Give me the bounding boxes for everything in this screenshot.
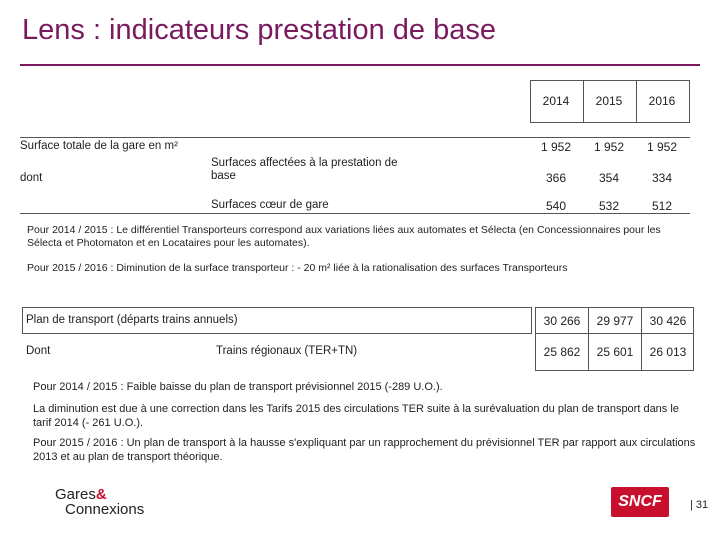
year-2015: 2015: [595, 94, 623, 108]
year-2016: 2016: [648, 94, 676, 108]
row1-2015: 354: [598, 171, 620, 185]
row2-2014: 540: [545, 199, 567, 213]
values-box: [535, 307, 694, 371]
dont-label-2: Dont: [26, 345, 51, 357]
dont-label: dont: [20, 172, 43, 184]
ter-2016: 26 013: [649, 345, 687, 359]
total-surface-label: Surface totale de la gare en m²: [20, 140, 178, 152]
note-2014-2015-surface: Pour 2014 / 2015 : Le différentiel Trans…: [27, 224, 661, 249]
row2-label: Surfaces cœur de gare: [211, 199, 329, 211]
row1-2016: 334: [651, 171, 673, 185]
note-correction-plan: La diminution est due à une correction d…: [33, 403, 679, 429]
note-2015-2016-surface: Pour 2015 / 2016 : Diminution de la surf…: [27, 262, 568, 274]
row1-label: Surfaces affectées à la prestation de ba…: [211, 157, 398, 182]
plan-2014: 30 266: [543, 314, 581, 328]
note-2014-2015-plan: Pour 2014 / 2015 : Faible baisse du plan…: [33, 381, 443, 393]
title-underline: [20, 64, 700, 66]
page-title: Lens : indicateurs prestation de base: [22, 14, 496, 46]
plan-2015: 29 977: [596, 314, 634, 328]
total-2014: 1 952: [540, 140, 572, 154]
row2-2015: 532: [598, 199, 620, 213]
plan-2016: 30 426: [649, 314, 687, 328]
row1-2014: 366: [545, 171, 567, 185]
page-number: | 31: [690, 499, 709, 511]
year-header-box: [530, 80, 690, 123]
sncf-logo: SNCF: [611, 487, 669, 517]
note-2015-2016-plan: Pour 2015 / 2016 : Un plan de transport …: [33, 437, 696, 463]
gares-connexions-logo: Gares& Connexions: [55, 486, 145, 518]
ter-2014: 25 862: [543, 345, 581, 359]
row2-2016: 512: [651, 199, 673, 213]
year-2014: 2014: [542, 94, 570, 108]
total-2016: 1 952: [646, 140, 678, 154]
plan-label: Plan de transport (départs trains annuel…: [26, 314, 238, 326]
total-2015: 1 952: [593, 140, 625, 154]
ter-label: Trains régionaux (TER+TN): [216, 345, 358, 357]
plan-label-box: [22, 307, 532, 334]
ter-2015: 25 601: [596, 345, 634, 359]
